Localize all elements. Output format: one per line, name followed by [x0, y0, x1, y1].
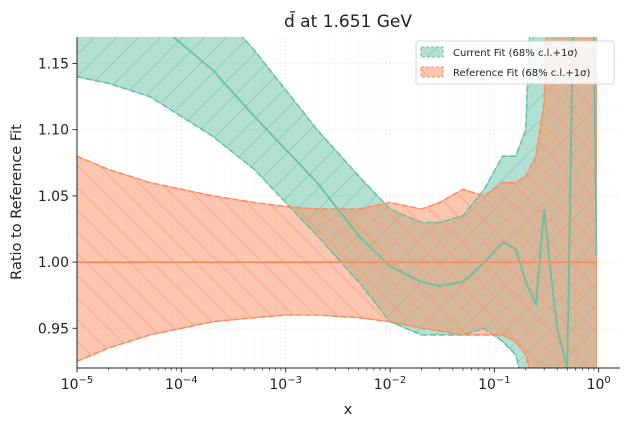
y-axis-label: Ratio to Reference Fit [9, 124, 25, 280]
legend-entry-current: Current Fit (68% c.l.+1σ) [420, 46, 578, 59]
x-tick-label: 10−5 [61, 375, 94, 393]
x-ticks: 10−5 10−4 10−3 10−2 10−1 100 [61, 368, 611, 393]
legend-label-current: Current Fit (68% c.l.+1σ) [453, 48, 578, 59]
legend-label-reference: Reference Fit (68% c.l.+1σ) [453, 68, 590, 79]
x-tick-label: 10−3 [269, 375, 302, 393]
lower-bound-reference [77, 314, 530, 368]
band-hatch-reference [77, 37, 597, 368]
y-ticks: 0.95 1.00 1.05 1.10 1.15 [38, 56, 77, 337]
x-tick-label: 10−4 [165, 375, 198, 393]
x-tick-label: 100 [587, 375, 611, 393]
y-tick-label: 0.95 [38, 321, 69, 337]
y-tick-label: 1.05 [38, 189, 69, 205]
chart-title: d̄ at 1.651 GeV [284, 10, 412, 32]
lines [77, 37, 598, 368]
y-tick-label: 1.10 [38, 123, 69, 139]
bands [77, 37, 597, 368]
legend: Current Fit (68% c.l.+1σ) Reference Fit … [415, 40, 615, 85]
legend-frame [415, 40, 615, 85]
x-tick-label: 10−1 [478, 375, 511, 393]
x-tick-label: 10−2 [374, 375, 407, 393]
y-tick-label: 1.15 [38, 56, 69, 72]
upper-bound-reference [77, 37, 547, 210]
y-tick-label: 1.00 [38, 255, 69, 271]
lower-bound-current [77, 75, 520, 368]
legend-entry-reference: Reference Fit (68% c.l.+1σ) [420, 66, 590, 79]
x-axis-label: x [344, 402, 353, 418]
